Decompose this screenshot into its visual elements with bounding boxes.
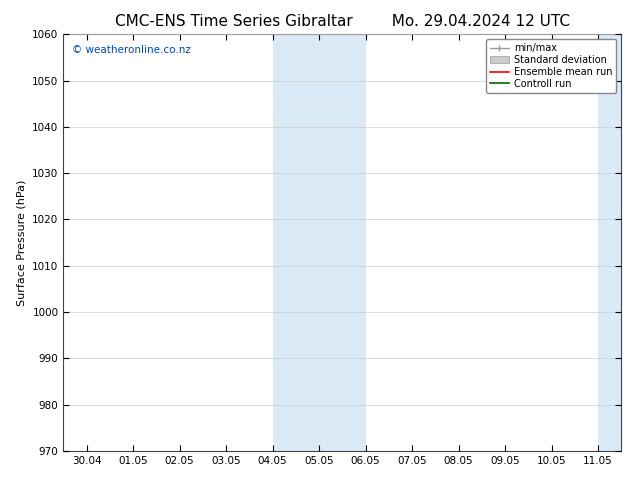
Text: © weatheronline.co.nz: © weatheronline.co.nz xyxy=(72,45,191,55)
Legend: min/max, Standard deviation, Ensemble mean run, Controll run: min/max, Standard deviation, Ensemble me… xyxy=(486,39,616,93)
Bar xyxy=(598,34,634,451)
Y-axis label: Surface Pressure (hPa): Surface Pressure (hPa) xyxy=(16,179,27,306)
Bar xyxy=(319,34,366,451)
Title: CMC-ENS Time Series Gibraltar        Mo. 29.04.2024 12 UTC: CMC-ENS Time Series Gibraltar Mo. 29.04.… xyxy=(115,14,570,29)
Bar xyxy=(273,34,319,451)
